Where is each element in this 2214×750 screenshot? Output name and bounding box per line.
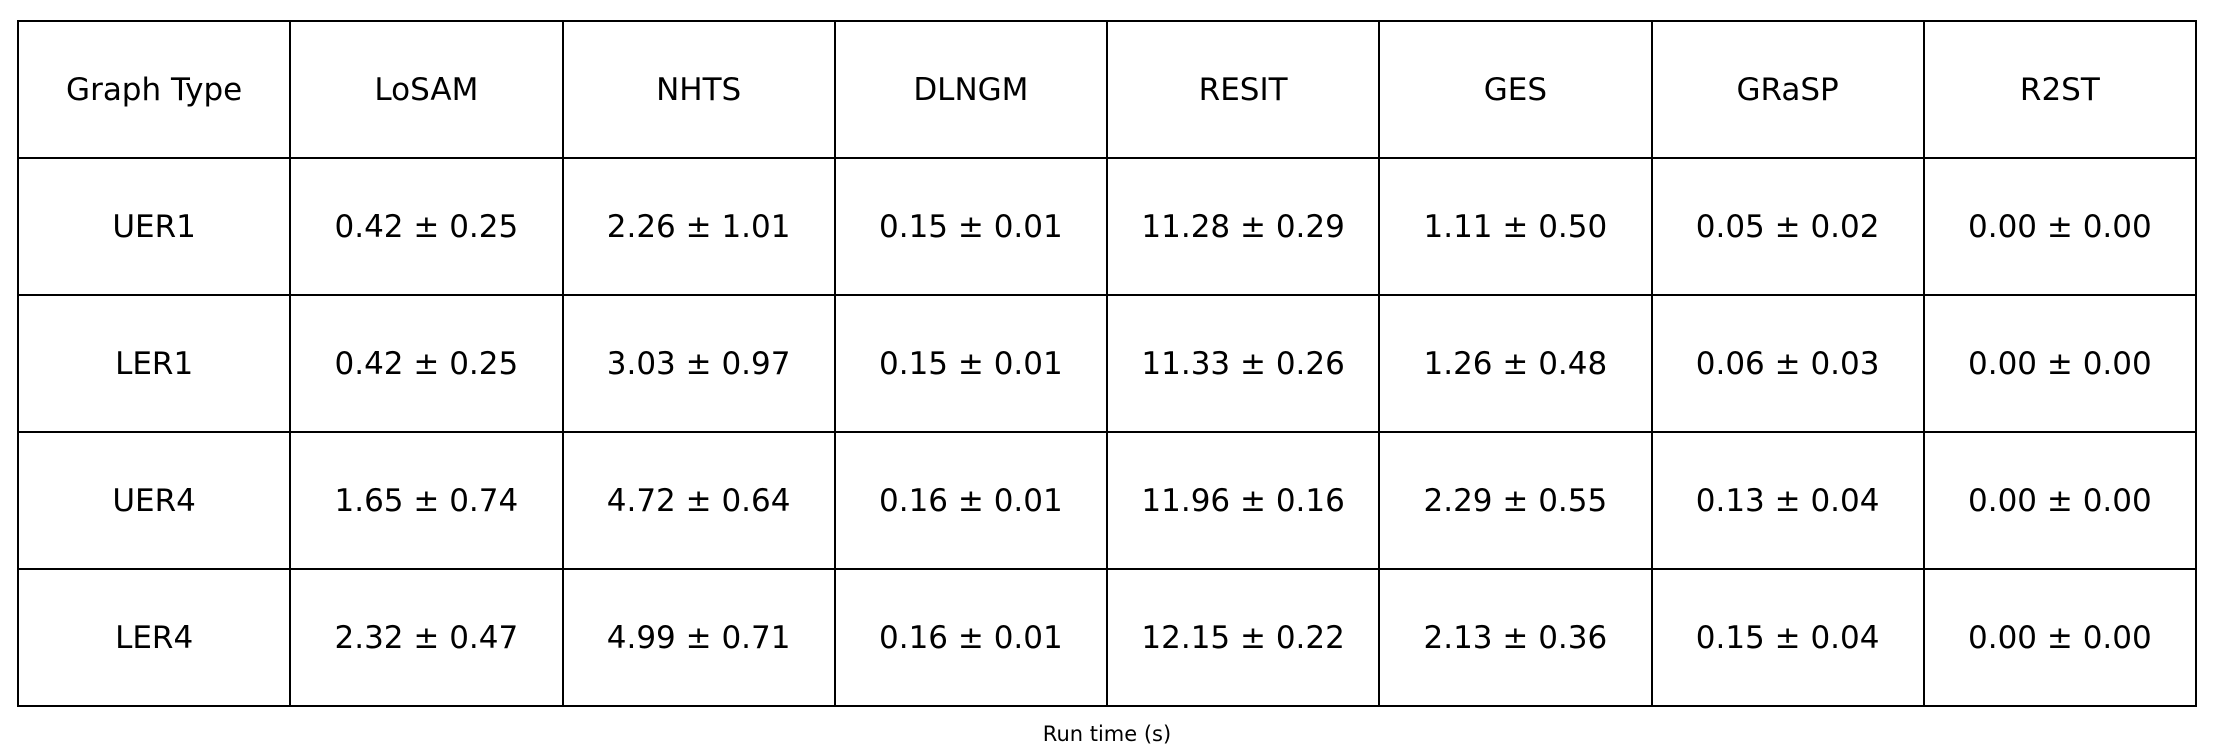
header-cell: LoSAM bbox=[289, 20, 564, 159]
table-cell: 1.11 ± 0.50 bbox=[1378, 157, 1653, 296]
header-cell: GES bbox=[1378, 20, 1653, 159]
table-cell: 11.33 ± 0.26 bbox=[1105, 294, 1381, 433]
table-row: UER4 1.65 ± 0.74 4.72 ± 0.64 0.16 ± 0.01 11.… bbox=[16, 431, 2198, 570]
table-cell: 0.00 ± 0.00 bbox=[1922, 294, 2198, 433]
row-label: LER4 bbox=[16, 568, 292, 707]
table-row: LER4 2.32 ± 0.47 4.99 ± 0.71 0.16 ± 0.01 12.… bbox=[16, 568, 2198, 707]
table-cell: 2.32 ± 0.47 bbox=[289, 568, 564, 707]
table-cell: 0.00 ± 0.00 bbox=[1922, 568, 2198, 707]
table-row: LER1 0.42 ± 0.25 3.03 ± 0.97 0.15 ± 0.01 11.… bbox=[16, 294, 2198, 433]
table-cell: 0.16 ± 0.01 bbox=[833, 568, 1109, 707]
table-cell: 1.26 ± 0.48 bbox=[1378, 294, 1653, 433]
results-table: Graph Type LoSAM NHTS DLNGM RESIT GES GRaSP R2S… bbox=[16, 20, 2198, 707]
table-cell: 2.29 ± 0.55 bbox=[1378, 431, 1653, 570]
table-cell: 0.00 ± 0.00 bbox=[1922, 431, 2198, 570]
header-cell: DLNGM bbox=[833, 20, 1109, 159]
table-cell: 4.72 ± 0.64 bbox=[561, 431, 836, 570]
table-cell: 0.06 ± 0.03 bbox=[1650, 294, 1925, 433]
table-cell: 0.15 ± 0.01 bbox=[833, 157, 1109, 296]
table-cell: 11.96 ± 0.16 bbox=[1105, 431, 1381, 570]
table-cell: 11.28 ± 0.29 bbox=[1105, 157, 1381, 296]
table-cell: 0.13 ± 0.04 bbox=[1650, 431, 1925, 570]
table-cell: 3.03 ± 0.97 bbox=[561, 294, 836, 433]
table-row: UER1 0.42 ± 0.25 2.26 ± 1.01 0.15 ± 0.01 11.… bbox=[16, 157, 2198, 296]
header-cell: NHTS bbox=[561, 20, 836, 159]
table-caption: Run time (s) bbox=[1042, 722, 1172, 746]
row-label: UER4 bbox=[16, 431, 292, 570]
header-row: Graph Type LoSAM NHTS DLNGM RESIT GES GRaSP R2S… bbox=[16, 20, 2198, 159]
table-cell: 2.26 ± 1.01 bbox=[561, 157, 836, 296]
table-cell: 4.99 ± 0.71 bbox=[561, 568, 836, 707]
table-cell: 1.65 ± 0.74 bbox=[289, 431, 564, 570]
header-cell: R2ST bbox=[1922, 20, 2198, 159]
table-cell: 0.00 ± 0.00 bbox=[1922, 157, 2198, 296]
header-cell: Graph Type bbox=[16, 20, 292, 159]
table-cell: 0.15 ± 0.04 bbox=[1650, 568, 1925, 707]
table-cell: 0.42 ± 0.25 bbox=[289, 157, 564, 296]
table-cell: 0.42 ± 0.25 bbox=[289, 294, 564, 433]
table-cell: 12.15 ± 0.22 bbox=[1105, 568, 1381, 707]
table-cell: 2.13 ± 0.36 bbox=[1378, 568, 1653, 707]
row-label: UER1 bbox=[16, 157, 292, 296]
row-label: LER1 bbox=[16, 294, 292, 433]
table-cell: 0.16 ± 0.01 bbox=[833, 431, 1109, 570]
header-cell: GRaSP bbox=[1650, 20, 1925, 159]
table-cell: 0.05 ± 0.02 bbox=[1650, 157, 1925, 296]
table-cell: 0.15 ± 0.01 bbox=[833, 294, 1109, 433]
header-cell: RESIT bbox=[1105, 20, 1381, 159]
